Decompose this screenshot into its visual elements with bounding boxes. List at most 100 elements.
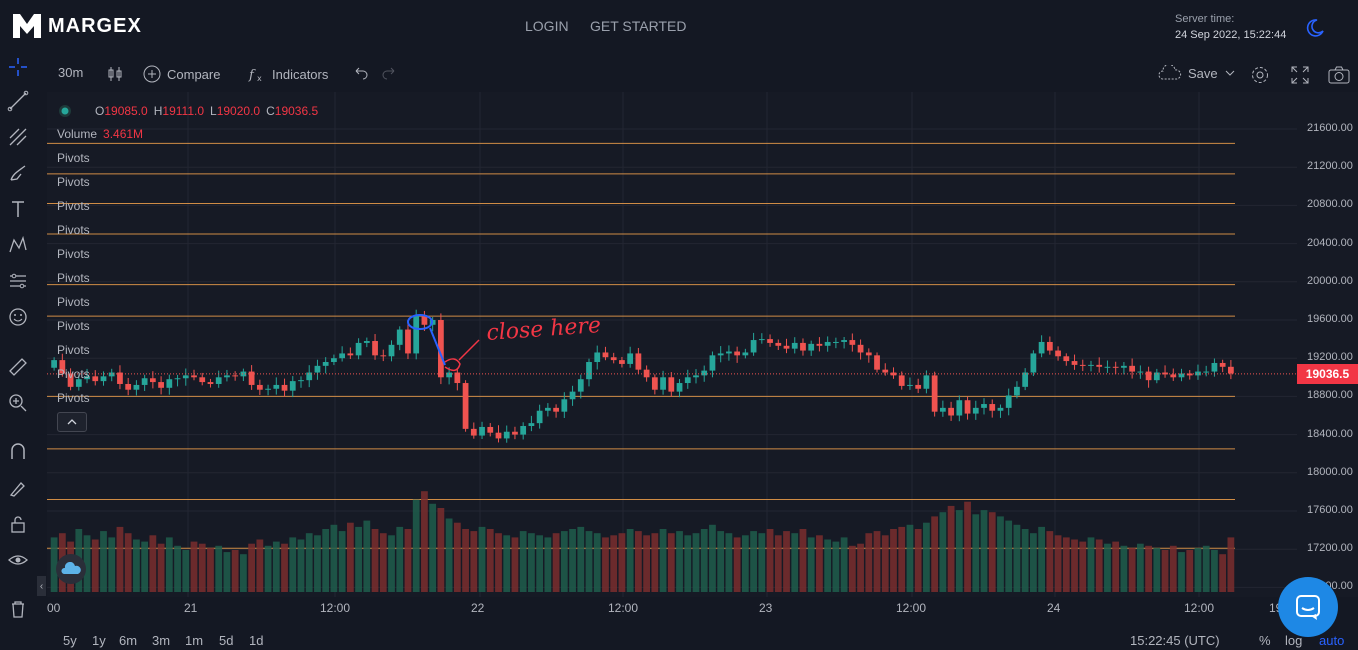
time-tick: 00 [47, 601, 61, 615]
candle-body [750, 340, 757, 353]
range-5y[interactable]: 5y [63, 633, 77, 648]
candle-body [158, 382, 164, 388]
candle-body [1211, 362, 1218, 372]
candle-body [956, 400, 963, 416]
prediction-icon[interactable] [6, 269, 30, 293]
range-6m[interactable]: 6m [119, 633, 138, 648]
volume-bar [692, 533, 700, 592]
candle-body [51, 360, 57, 368]
volume-bar [1054, 535, 1062, 592]
margex-logo-icon [13, 14, 41, 38]
range-1y[interactable]: 1y [92, 633, 106, 648]
get-started-link[interactable]: GET STARTED [590, 18, 687, 34]
eye-icon[interactable] [6, 548, 30, 572]
volume-bar [272, 541, 280, 592]
moon-icon[interactable] [1305, 18, 1325, 38]
ruler-icon[interactable] [6, 355, 30, 379]
volume-bar [379, 533, 387, 592]
candle-type-button[interactable] [106, 65, 124, 83]
volume-bar [569, 529, 576, 592]
gear-icon [1252, 67, 1268, 83]
candle-body [964, 400, 971, 414]
undo-button[interactable] [353, 65, 369, 81]
zoom-icon[interactable] [6, 391, 30, 415]
fullscreen-button[interactable] [1290, 65, 1310, 85]
pattern-icon[interactable] [6, 233, 30, 257]
pivots-label: Pivots [57, 391, 90, 405]
candle-body [939, 407, 946, 412]
percent-toggle[interactable]: % [1259, 633, 1271, 648]
text-icon[interactable] [6, 197, 30, 221]
log-toggle[interactable]: log [1285, 633, 1303, 648]
brush-icon[interactable] [6, 161, 30, 185]
lock-icon[interactable] [6, 512, 30, 536]
volume-bar [305, 533, 313, 592]
auto-toggle[interactable]: auto [1319, 633, 1345, 648]
volume-bar [684, 535, 692, 592]
volume-bar [322, 529, 330, 592]
utc-time[interactable]: 15:22:45 (UTC) [1130, 633, 1220, 648]
emoji-icon[interactable] [6, 305, 30, 329]
candle-body [948, 407, 954, 416]
volume-bar [816, 535, 823, 592]
candle-body [355, 342, 362, 356]
save-button[interactable]: Save [1158, 65, 1236, 81]
volume-bar [857, 543, 864, 592]
candle-body [808, 343, 815, 351]
candle-body [454, 372, 461, 384]
redo-button[interactable] [381, 65, 397, 81]
volume-bar [1219, 554, 1227, 592]
trend-line-icon[interactable] [6, 89, 30, 113]
volume-bar [396, 526, 404, 592]
login-link[interactable]: LOGIN [525, 18, 569, 34]
pivots-label: Pivots [57, 343, 90, 357]
fib-icon[interactable] [6, 125, 30, 149]
range-3m[interactable]: 3m [152, 633, 171, 648]
collapse-legend-button[interactable] [57, 412, 87, 432]
candle-body [635, 353, 642, 370]
candle-body [1088, 364, 1094, 366]
candle-body [1195, 371, 1201, 376]
price-axis[interactable]: 21600.00 21200.00 20800.00 20400.00 20000.00… [1297, 92, 1358, 597]
price-tick: 20400.00 [1307, 236, 1353, 249]
settings-button[interactable] [1250, 65, 1270, 85]
tradingview-logo[interactable] [56, 554, 86, 584]
time-axis[interactable]: 00 21 12:00 22 12:00 23 12:00 24 12:00 19 [47, 597, 1297, 619]
volume-bar [462, 529, 469, 592]
annotation-line [429, 327, 446, 366]
magnet-icon[interactable] [6, 440, 30, 464]
save-label: Save [1188, 65, 1218, 81]
screenshot-button[interactable] [1328, 65, 1350, 85]
volume-bar [725, 533, 733, 592]
range-1d[interactable]: 1d [249, 633, 264, 648]
candle-body [331, 358, 337, 363]
range-5d[interactable]: 5d [219, 633, 234, 648]
price-tick: 18000.00 [1307, 465, 1353, 478]
chat-button[interactable] [1278, 577, 1338, 637]
header: MARGEX LOGIN GET STARTED Server time: 24… [0, 0, 1358, 55]
candle-body [1153, 372, 1160, 381]
l-label: L [210, 104, 217, 118]
candle-body [915, 384, 922, 389]
chart-canvas[interactable]: close here [47, 92, 1297, 597]
trash-icon[interactable] [6, 597, 30, 621]
crosshair-icon[interactable] [6, 55, 30, 79]
interval-button[interactable]: 30m [58, 65, 84, 80]
candle-body [1203, 371, 1210, 373]
margex-logo[interactable]: MARGEX [12, 12, 142, 40]
lock-drawing-icon[interactable] [6, 476, 30, 500]
volume-bar [865, 533, 873, 592]
volume-bar [602, 537, 609, 592]
candle-body [1170, 374, 1177, 378]
candle-body [931, 375, 938, 412]
candle-body [865, 352, 872, 356]
l-value: 19020.0 [216, 104, 261, 118]
range-1m[interactable]: 1m [185, 633, 204, 648]
volume-bar [50, 537, 58, 592]
volume-bar [1021, 529, 1029, 592]
chevron-left-icon[interactable]: ‹ [37, 576, 46, 596]
pivots-label: Pivots [57, 247, 90, 261]
candle-body [1005, 395, 1012, 408]
compare-button[interactable]: Compare [143, 65, 220, 83]
